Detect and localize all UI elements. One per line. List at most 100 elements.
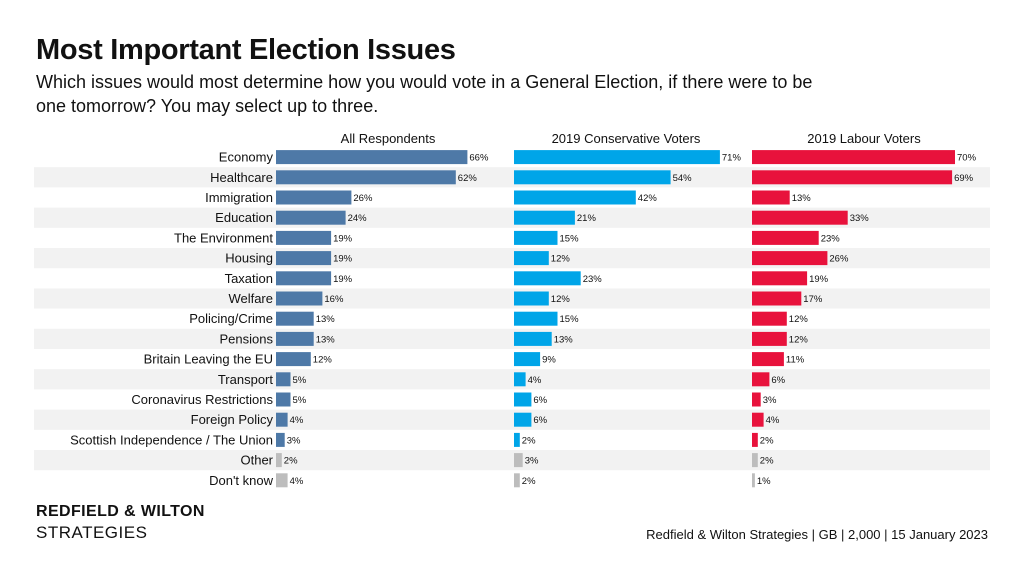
category-label: Scottish Independence / The Union: [70, 432, 273, 447]
bar: [514, 473, 520, 488]
bar: [514, 432, 520, 447]
bar: [752, 473, 755, 488]
chart-title: Most Important Election Issues: [36, 34, 456, 66]
bar: [752, 412, 764, 427]
data-label: 12%: [551, 294, 571, 305]
category-label: Britain Leaving the EU: [144, 352, 273, 367]
data-label: 13%: [554, 334, 574, 345]
data-label: 71%: [722, 153, 742, 164]
bar: [514, 150, 720, 165]
data-label: 19%: [333, 274, 353, 285]
row-stripe: [34, 288, 990, 309]
data-label: 3%: [763, 395, 777, 406]
bar: [276, 331, 314, 346]
panel-header: 2019 Labour Voters: [807, 131, 921, 146]
data-label: 21%: [577, 213, 597, 224]
data-label: 1%: [757, 476, 771, 487]
bar: [752, 150, 955, 165]
bar: [752, 230, 819, 245]
data-label: 69%: [954, 173, 974, 184]
bar: [276, 432, 285, 447]
bar: [276, 210, 346, 225]
bar: [514, 372, 526, 387]
bar: [752, 392, 761, 407]
row-stripe: [34, 167, 990, 188]
data-label: 9%: [542, 355, 556, 366]
data-label: 54%: [673, 173, 693, 184]
category-label: Welfare: [228, 291, 273, 306]
bar: [752, 453, 758, 468]
row-stripe: [34, 450, 990, 471]
category-label: Pensions: [220, 331, 274, 346]
bar: [752, 210, 848, 225]
bar: [276, 372, 291, 387]
bar: [276, 311, 314, 326]
data-label: 16%: [324, 294, 344, 305]
category-label: Healthcare: [210, 170, 273, 185]
data-label: 12%: [789, 334, 809, 345]
bar: [752, 251, 828, 266]
bar: [514, 311, 558, 326]
chart-subtitle: Which issues would most determine how yo…: [36, 72, 813, 116]
bar: [752, 372, 770, 387]
bar: [752, 432, 758, 447]
bar: [752, 352, 784, 367]
category-label: Coronavirus Restrictions: [131, 392, 273, 407]
data-label: 15%: [560, 233, 580, 244]
data-label: 3%: [525, 456, 539, 467]
data-label: 5%: [293, 375, 307, 386]
category-label: Policing/Crime: [189, 311, 273, 326]
bar: [276, 271, 332, 286]
brand-subname: STRATEGIES: [36, 523, 148, 542]
bar: [276, 251, 332, 266]
bar: [752, 311, 787, 326]
bar: [276, 352, 311, 367]
category-label: Don't know: [209, 473, 274, 488]
data-label: 12%: [551, 254, 571, 265]
category-label: The Environment: [174, 230, 273, 245]
data-label: 6%: [771, 375, 785, 386]
data-label: 13%: [316, 334, 336, 345]
data-label: 17%: [803, 294, 823, 305]
data-label: 66%: [469, 153, 489, 164]
row-stripe: [34, 409, 990, 430]
data-label: 23%: [583, 274, 603, 285]
bar: [276, 291, 323, 306]
panel-header: All Respondents: [341, 131, 436, 146]
data-label: 15%: [560, 314, 580, 325]
data-label: 26%: [353, 193, 373, 204]
data-label: 6%: [533, 395, 547, 406]
data-label: 4%: [290, 415, 304, 426]
bar: [752, 291, 802, 306]
data-label: 26%: [829, 254, 849, 265]
bar: [514, 392, 532, 407]
category-label: Foreign Policy: [191, 412, 274, 427]
row-stripe: [34, 207, 990, 228]
data-label: 33%: [850, 213, 870, 224]
data-label: 4%: [766, 415, 780, 426]
panel-header: 2019 Conservative Voters: [552, 131, 701, 146]
bar: [514, 291, 549, 306]
data-label: 2%: [284, 456, 298, 467]
bar: [514, 331, 552, 346]
data-label: 24%: [348, 213, 368, 224]
row-stripe: [34, 369, 990, 390]
data-label: 2%: [522, 435, 536, 446]
row-stripe: [34, 248, 990, 269]
data-label: 62%: [458, 173, 478, 184]
bar: [514, 190, 636, 205]
row-stripe: [34, 328, 990, 349]
category-label: Other: [240, 453, 273, 468]
data-label: 23%: [821, 233, 841, 244]
data-label: 19%: [333, 254, 353, 265]
category-label: Immigration: [205, 190, 273, 205]
bar: [514, 251, 549, 266]
data-label: 2%: [760, 435, 774, 446]
bar: [752, 271, 808, 286]
category-label: Taxation: [225, 271, 273, 286]
bar: [752, 170, 953, 185]
bar: [276, 150, 468, 165]
bar: [514, 210, 575, 225]
bar: [752, 331, 787, 346]
